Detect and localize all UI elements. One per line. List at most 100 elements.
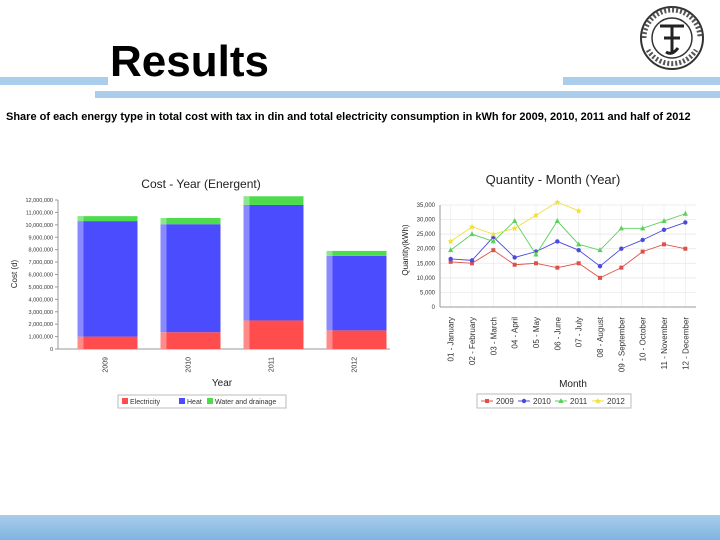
legend-swatch [122,398,128,404]
data-point [511,225,518,232]
y-tick-label: 3,000,000 [29,310,53,316]
bar-highlight [77,216,84,349]
legend-swatch [179,398,185,404]
data-point [618,225,624,231]
data-point [640,237,645,243]
data-point [448,247,454,253]
bar-highlight [243,196,250,349]
data-point [640,225,646,231]
bar-electricity [160,332,221,349]
cost-chart: Cost - Year (Energent) Year Cost (d) 0 1,… [0,172,400,417]
data-point [491,248,496,253]
x-tick-label: 05 - May [532,317,541,348]
series-line-2010 [450,222,686,267]
data-point [555,239,560,244]
data-point [576,247,581,253]
data-point [554,218,560,224]
header-band-left [0,77,108,85]
x-tick-label: 02 - February [468,317,477,365]
bar-water-and-drainage [160,218,221,225]
data-point [640,249,645,254]
data-point [619,265,624,270]
y-tick-label: 10,000 [417,276,436,282]
data-point [619,246,624,251]
x-tick-label: 07 - July [575,317,584,347]
y-tick-label: 12,000,000 [25,198,53,204]
data-point [469,231,475,237]
y-tick-label: 9,000,000 [29,235,53,241]
y-tick-label: 1,000,000 [29,335,53,341]
data-point [575,207,582,214]
data-point [661,218,667,224]
legend-box [117,394,287,409]
data-point [448,259,453,264]
data-point [512,262,517,267]
y-tick-label: 35,000 [417,203,436,209]
x-tick-label: 2011 [269,357,276,372]
data-point [470,261,474,266]
bar-heat [243,204,304,321]
quantity-chart: Quantity - Month (Year) Month Quantity(k… [400,168,720,413]
x-axis-label: Year [212,378,233,389]
data-point [533,212,539,219]
data-point [512,255,517,260]
footer-band [0,515,720,540]
x-tick-label: 10 - October [639,317,648,362]
data-point [683,246,688,251]
data-point [485,399,489,403]
y-tick-label: 2,000,000 [29,322,53,328]
bar-electricity [243,320,304,349]
data-point [597,247,603,253]
x-tick-label: 12 - December [681,317,690,370]
y-tick-label: 30,000 [417,218,436,224]
x-axis-label: Month [559,379,587,390]
y-tick-label: 10,000,000 [25,223,53,229]
data-point [534,261,538,266]
y-tick-label: 8,000,000 [29,248,53,254]
slide-title: Results [110,37,269,86]
data-point [448,256,453,262]
data-point [683,220,688,225]
legend-box [476,393,632,409]
data-point [521,398,527,404]
header-band-middle [95,91,720,98]
legend-label: 2009 [496,397,514,406]
x-tick-label: 08 - August [596,316,605,357]
y-tick-label: 20,000 [417,247,436,253]
data-point [554,199,561,206]
x-tick-label: 04 - April [511,317,520,349]
y-tick-label: 5,000,000 [29,285,53,291]
bar-highlight [326,250,333,349]
x-tick-label: 11 - November [660,317,669,370]
series-line-2009 [450,243,686,279]
legend-label: Water and drainage [215,399,276,406]
data-point [595,398,601,404]
x-tick-label: 03 - March [489,317,498,355]
data-point [661,227,667,232]
bar-electricity [77,336,138,349]
y-tick-label: 0 [50,347,53,353]
data-point [597,264,603,269]
bar-heat [77,221,138,337]
data-point [447,238,454,245]
x-tick-label: 09 - September [617,317,626,372]
data-point [533,251,539,257]
bar-heat [160,224,221,333]
y-tick-label: 5,000 [420,290,436,296]
bar-water-and-drainage [326,250,387,256]
y-tick-label: 6,000,000 [29,273,53,279]
y-axis-label: Quantity(kWh) [401,224,410,275]
legend-label: 2011 [570,397,588,406]
data-point [662,242,666,247]
data-point [512,218,518,224]
data-point [558,398,564,403]
y-tick-label: 11,000,000 [26,210,53,216]
bar-highlight [160,218,167,349]
x-tick-label: 2012 [352,357,359,373]
faculty-seal-logo-icon [638,4,706,72]
data-point [490,238,496,244]
x-tick-label: 2010 [186,357,193,373]
y-tick-label: 0 [432,305,436,311]
data-point [490,231,497,238]
bar-water-and-drainage [243,196,304,205]
